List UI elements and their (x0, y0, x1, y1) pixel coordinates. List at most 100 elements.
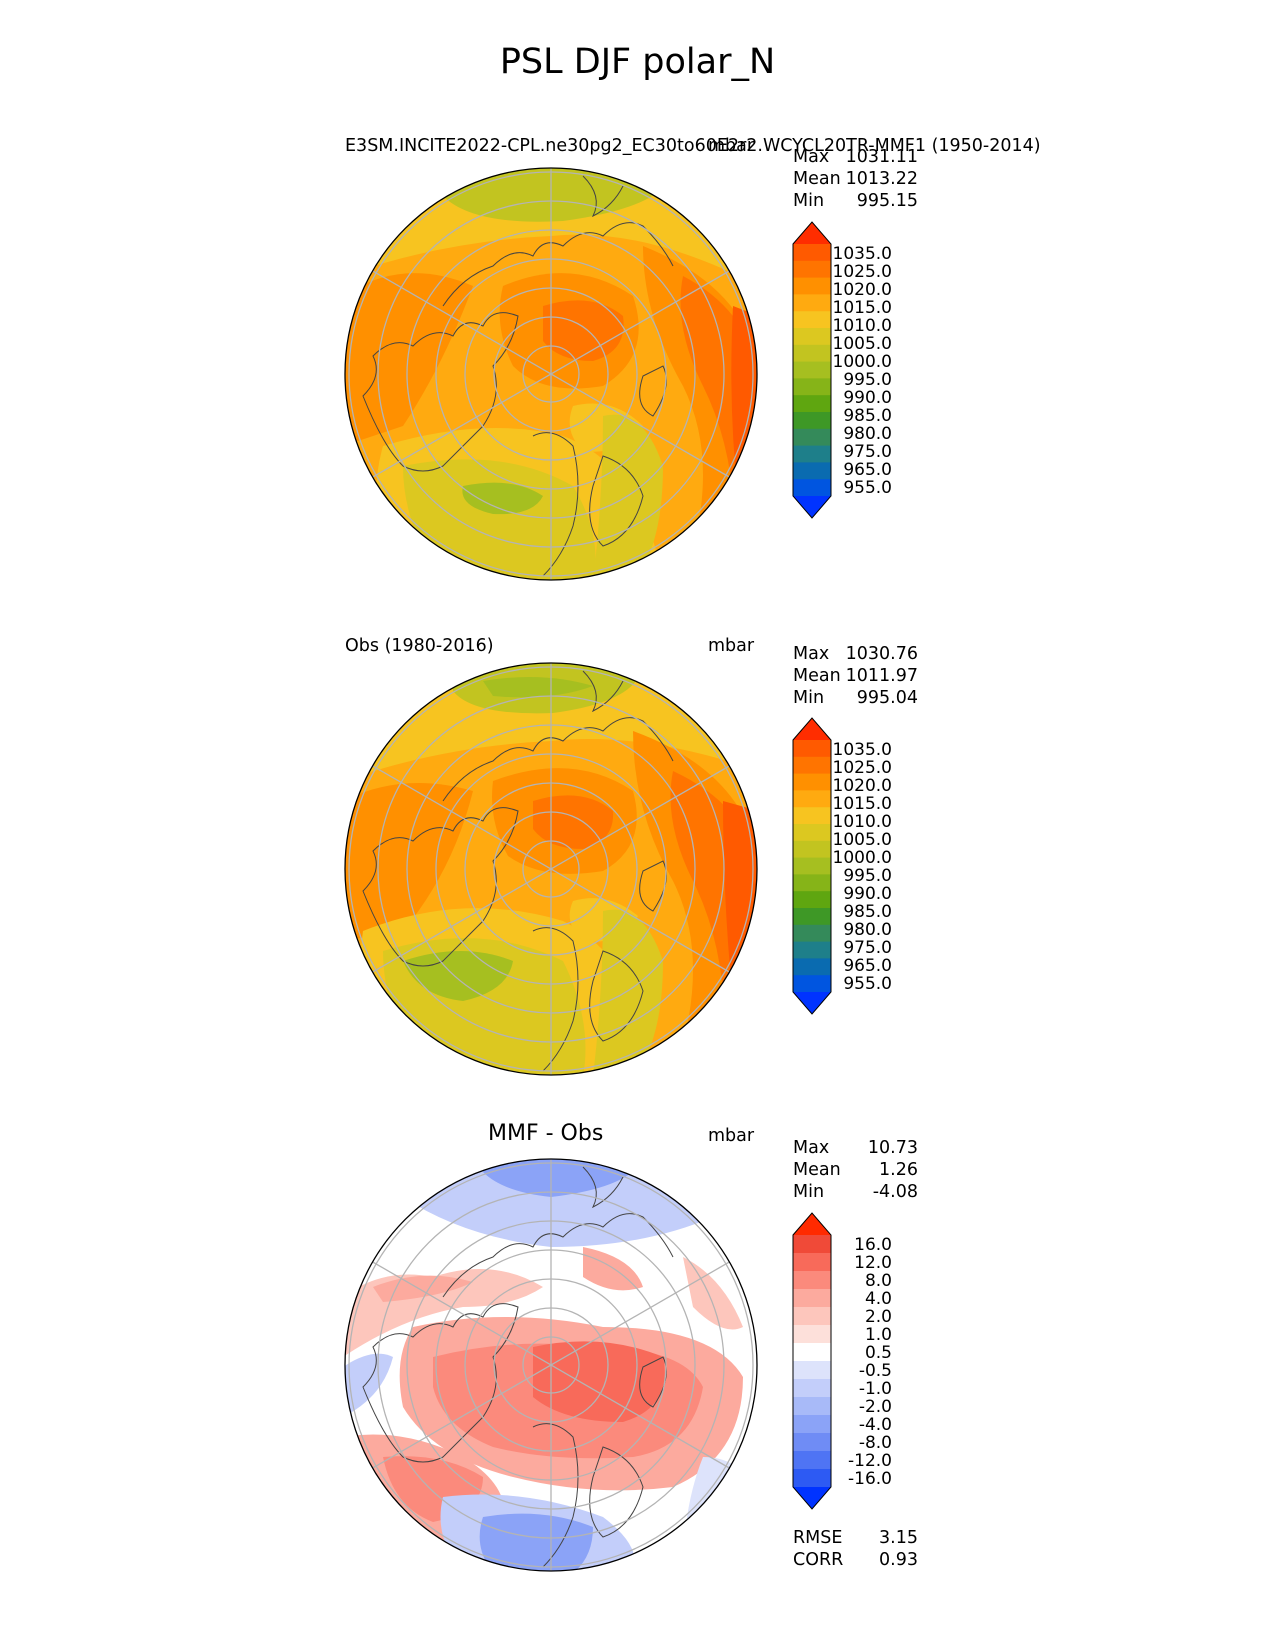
panel3-colorbar (792, 1212, 832, 1510)
cb3-band (793, 1307, 831, 1326)
cb3-tick-label: 4.0 (864, 1289, 892, 1309)
cb1-extend-max (793, 222, 831, 244)
cb3-band (793, 1271, 831, 1290)
panel3-stat-mean-value: 1.26 (879, 1160, 918, 1180)
cb2-band (793, 941, 831, 959)
cb3-band (793, 1433, 831, 1452)
panel1-stats: Max 1031.11 Mean 1013.22 Min 995.15 (793, 147, 918, 213)
cb1-tick-label: 1020.0 (832, 280, 892, 300)
cb1-tick-label: 1035.0 (832, 244, 892, 264)
panel3-title: MMF - Obs (488, 1121, 604, 1146)
cb3-tick-label: 0.5 (864, 1343, 892, 1363)
panel3-colorbar-ticks: 16.0 12.0 8.0 4.0 2.0 1.0 0.5 -0.5 -1.0 … (820, 1235, 892, 1489)
cb3-band (793, 1379, 831, 1398)
panel3-stat-min-key: Min (793, 1182, 825, 1202)
cb2-tick-label: 975.0 (843, 938, 892, 958)
panel3-stat-mean-key: Mean (793, 1160, 841, 1180)
cb3-extend-min (793, 1487, 831, 1509)
cb2-tick-label: 1010.0 (832, 812, 892, 832)
corr-key: CORR (793, 1550, 844, 1570)
cb3-tick-label: -12.0 (848, 1451, 892, 1471)
cb1-band (793, 344, 831, 363)
cb1-tick-label: 1000.0 (832, 352, 892, 372)
cb3-band (793, 1415, 831, 1434)
cb2-extend-max (793, 718, 831, 740)
cb2-outline (792, 717, 832, 1015)
rmse-value: 3.15 (879, 1528, 918, 1548)
cb3-band (793, 1253, 831, 1272)
cb3-tick-label: 2.0 (864, 1307, 892, 1327)
panel1-left-label: E3SM.INCITE2022-CPL.ne30pg2_EC30to60E2r2… (345, 136, 1041, 156)
cb2-tick-label: 1000.0 (832, 848, 892, 868)
cb2-band (793, 756, 831, 775)
cb3-band (793, 1289, 831, 1308)
panel1-units-label: mbar (708, 136, 755, 156)
panel1-stat-min-key: Min (793, 191, 825, 211)
cb3-tick-label: 12.0 (854, 1253, 892, 1273)
cb2-tick-label: 1020.0 (832, 776, 892, 796)
cb3-tick-label: -4.0 (858, 1415, 892, 1435)
cb1-outline (792, 221, 832, 519)
cb1-band (793, 412, 831, 430)
cb1-tick-label: 965.0 (843, 460, 892, 480)
panel2-colorbar-ticks: 1035.0 1025.0 1020.0 1015.0 1010.0 1005.… (820, 740, 892, 994)
cb1-tick-label: 975.0 (843, 442, 892, 462)
cb2-tick-label: 965.0 (843, 956, 892, 976)
cb1-band (793, 428, 831, 447)
cb3-band (793, 1343, 831, 1362)
cb3-band (793, 1361, 831, 1380)
cb2-band (793, 790, 831, 808)
panel3-stats: Max 10.73 Mean 1.26 Min -4.08 (793, 1138, 918, 1204)
cb3-tick-label: -2.0 (858, 1397, 892, 1417)
cb1-band (793, 328, 831, 346)
cb2-tick-label: 955.0 (843, 974, 892, 994)
cb1-tick-label: 980.0 (843, 424, 892, 444)
panel3-polar-map (344, 1158, 758, 1572)
cb1-tick-label: 990.0 (843, 388, 892, 408)
cb2-band (793, 908, 831, 926)
cb1-band (793, 445, 831, 463)
rmse-key: RMSE (793, 1528, 843, 1548)
cb3-extend-max (793, 1213, 831, 1235)
cb1-band (793, 462, 831, 480)
panel3-stat-max-key: Max (793, 1138, 830, 1158)
cb2-tick-label: 1025.0 (832, 758, 892, 778)
corr-value: 0.93 (879, 1550, 918, 1570)
cb1-band (793, 395, 831, 413)
cb1-band (793, 294, 831, 312)
panel2-stats: Max 1030.76 Mean 1011.97 Min 995.04 (793, 644, 918, 710)
cb2-band (793, 857, 831, 875)
cb3-band (793, 1469, 831, 1488)
cb2-band (793, 773, 831, 791)
cb2-band (793, 740, 831, 758)
cb1-band (793, 277, 831, 295)
cb2-band (793, 924, 831, 943)
panel2-stat-mean-key: Mean (793, 666, 841, 686)
cb3-band (793, 1451, 831, 1470)
panel1-stat-max-key: Max (793, 147, 830, 167)
cb2-band (793, 958, 831, 976)
panel1-polar-map (344, 167, 758, 581)
panel1-colorbar (792, 221, 832, 519)
panel1-stat-min-value: 995.15 (856, 191, 918, 211)
panel2-left-label: Obs (1980-2016) (345, 636, 494, 656)
cb1-band (793, 361, 831, 379)
cb3-band (793, 1235, 831, 1254)
cb1-band (793, 260, 831, 279)
figure-title: PSL DJF polar_N (499, 42, 776, 82)
cb1-tick-label: 955.0 (843, 478, 892, 498)
cb1-tick-label: 985.0 (843, 406, 892, 426)
panel1-stat-mean-key: Mean (793, 169, 841, 189)
cb3-band (793, 1397, 831, 1416)
cb2-tick-label: 1035.0 (832, 740, 892, 760)
cb3-tick-label: 16.0 (854, 1235, 892, 1255)
cb2-band (793, 891, 831, 909)
panel2-stat-min-value: 995.04 (856, 688, 918, 708)
panel1-colorbar-ticks: 1035.0 1025.0 1020.0 1015.0 1010.0 1005.… (820, 244, 892, 498)
cb1-band (793, 311, 831, 329)
cb1-tick-label: 1005.0 (832, 334, 892, 354)
cb2-tick-label: 980.0 (843, 920, 892, 940)
cb3-outline (792, 1212, 832, 1510)
cb3-tick-label: -0.5 (858, 1361, 892, 1381)
panel2-stat-min-key: Min (793, 688, 825, 708)
